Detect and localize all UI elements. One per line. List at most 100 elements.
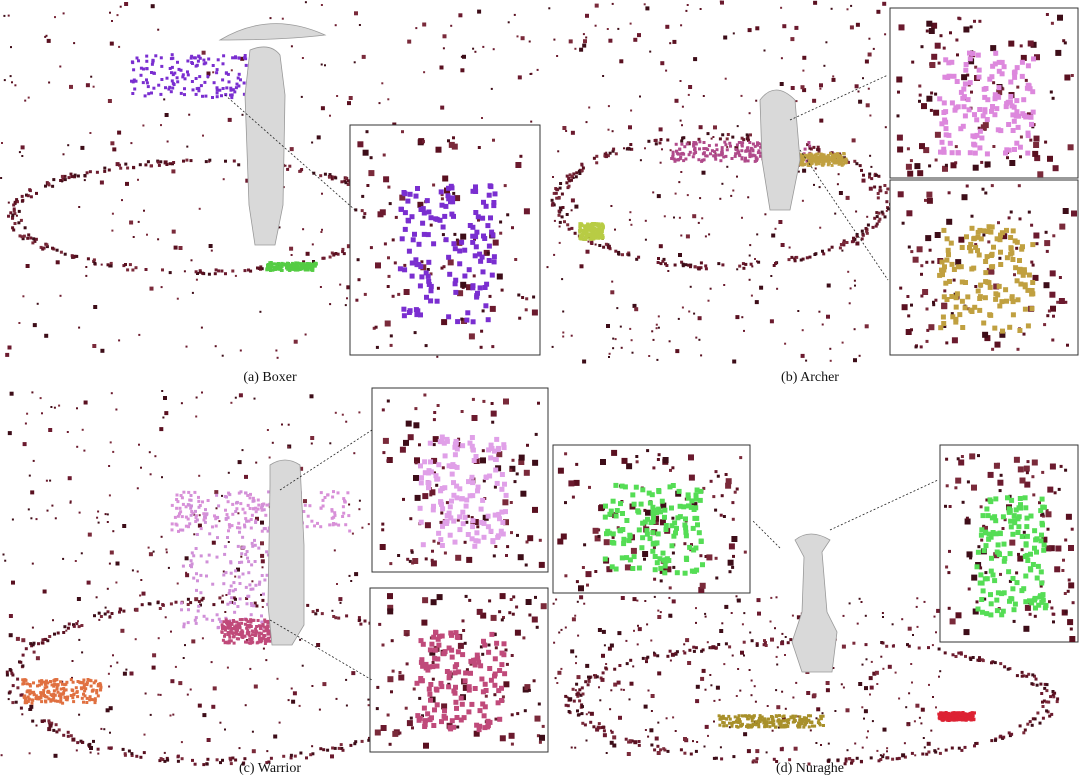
point: [186, 346, 188, 348]
point: [100, 615, 103, 618]
point: [224, 611, 226, 613]
point: [76, 690, 79, 693]
point: [1045, 709, 1048, 712]
point: [16, 678, 19, 681]
point: [688, 85, 692, 89]
point: [141, 603, 144, 606]
point: [717, 643, 720, 646]
point: [1018, 145, 1023, 150]
point: [43, 719, 46, 722]
point: [687, 194, 689, 196]
point: [602, 630, 606, 634]
point: [191, 759, 194, 762]
point: [261, 574, 264, 577]
point: [33, 651, 36, 654]
point: [237, 85, 240, 88]
point: [1008, 94, 1013, 99]
point: [252, 731, 254, 733]
point: [659, 127, 663, 131]
point: [220, 94, 223, 97]
point: [772, 730, 774, 732]
point: [93, 258, 96, 261]
point: [273, 267, 276, 270]
point: [249, 507, 252, 510]
point: [329, 303, 331, 305]
point: [990, 264, 995, 269]
point: [297, 262, 300, 265]
point: [789, 638, 792, 641]
point: [63, 625, 66, 628]
point: [420, 221, 425, 226]
point: [725, 717, 728, 720]
point: [920, 273, 923, 276]
point: [971, 266, 976, 271]
point: [647, 140, 650, 143]
insets: [350, 8, 1078, 752]
point: [130, 142, 132, 144]
point: [349, 744, 352, 747]
point: [176, 494, 179, 497]
point: [170, 602, 173, 605]
point: [201, 327, 203, 329]
point: [606, 324, 610, 328]
point: [1018, 184, 1021, 187]
point: [940, 260, 945, 265]
point: [944, 132, 949, 137]
point: [815, 168, 817, 170]
point: [212, 603, 215, 606]
point: [630, 224, 632, 226]
point: [837, 154, 840, 157]
point: [47, 727, 51, 731]
point: [122, 610, 125, 613]
point: [206, 758, 209, 761]
statue: [760, 90, 800, 210]
point: [914, 754, 916, 756]
point: [185, 525, 188, 528]
point: [713, 700, 715, 702]
point: [732, 360, 736, 364]
point: [338, 597, 342, 601]
point: [592, 237, 595, 240]
point: [608, 129, 610, 131]
point: [998, 250, 1003, 255]
point: [188, 522, 191, 525]
point: [990, 661, 993, 664]
point: [176, 61, 179, 64]
point: [1009, 296, 1014, 301]
point: [617, 631, 621, 635]
point: [227, 529, 230, 532]
point: [755, 701, 757, 703]
point: [1023, 333, 1026, 336]
point: [262, 634, 265, 637]
point: [364, 293, 367, 296]
point: [723, 36, 727, 40]
point: [751, 295, 753, 297]
point: [965, 294, 970, 299]
point: [160, 124, 162, 126]
point: [744, 263, 747, 266]
point: [732, 755, 735, 758]
point: [932, 696, 934, 698]
point: [602, 246, 605, 249]
point: [683, 643, 685, 645]
point: [201, 95, 204, 98]
point: [12, 229, 15, 232]
point: [472, 48, 474, 50]
point: [755, 26, 759, 30]
point: [73, 42, 75, 44]
point: [24, 701, 27, 704]
point: [244, 57, 247, 60]
point: [862, 77, 864, 79]
point: [442, 233, 445, 236]
point: [163, 98, 165, 100]
point: [487, 252, 490, 255]
point: [792, 697, 794, 699]
point: [182, 491, 185, 494]
point: [316, 609, 319, 612]
point: [287, 263, 290, 266]
point: [876, 10, 880, 14]
point: [680, 171, 682, 173]
point: [329, 115, 331, 117]
point: [223, 553, 226, 556]
point: [108, 686, 110, 688]
